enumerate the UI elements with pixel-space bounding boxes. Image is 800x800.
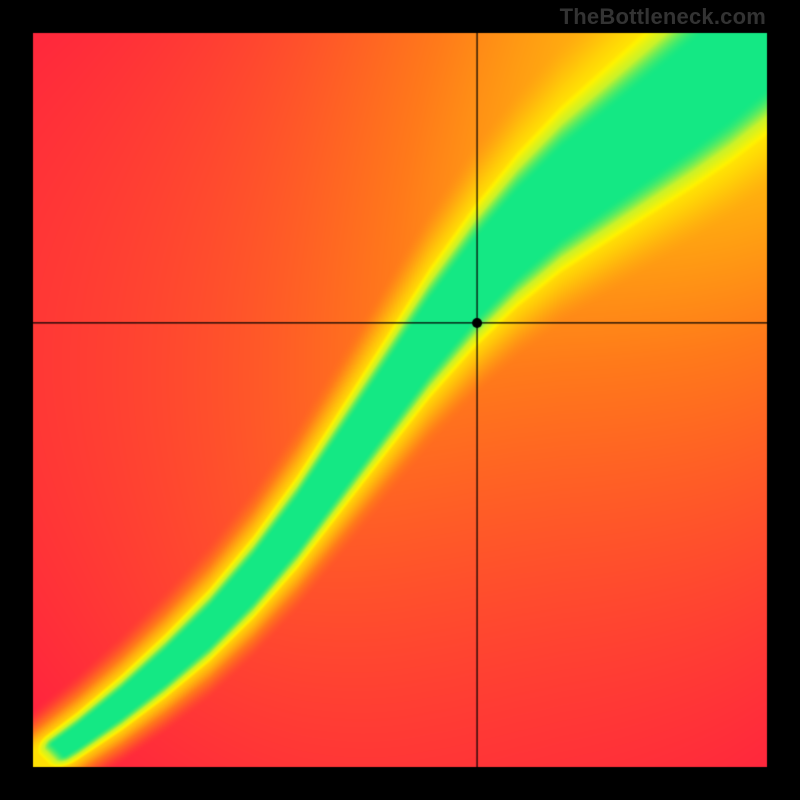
watermark-text: TheBottleneck.com	[560, 4, 766, 30]
chart-container: TheBottleneck.com	[0, 0, 800, 800]
heatmap-canvas	[0, 0, 800, 800]
